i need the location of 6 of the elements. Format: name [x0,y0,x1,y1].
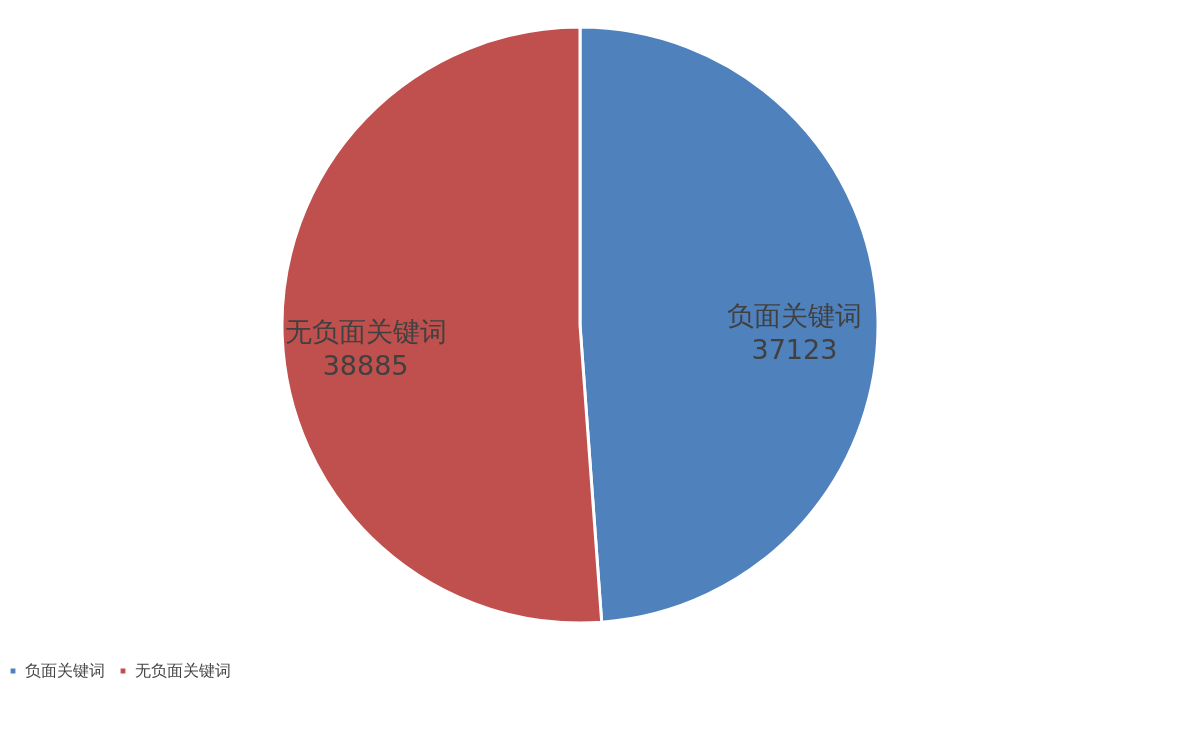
data-label: 38885 [322,349,409,381]
slice-label: 无负面关键词 [284,315,447,347]
data-label: 37123 [751,334,838,366]
legend-label: 无负面关键词 [135,661,231,680]
legend-label: 负面关键词 [25,661,105,680]
slice-label: 负面关键词 [726,300,862,332]
